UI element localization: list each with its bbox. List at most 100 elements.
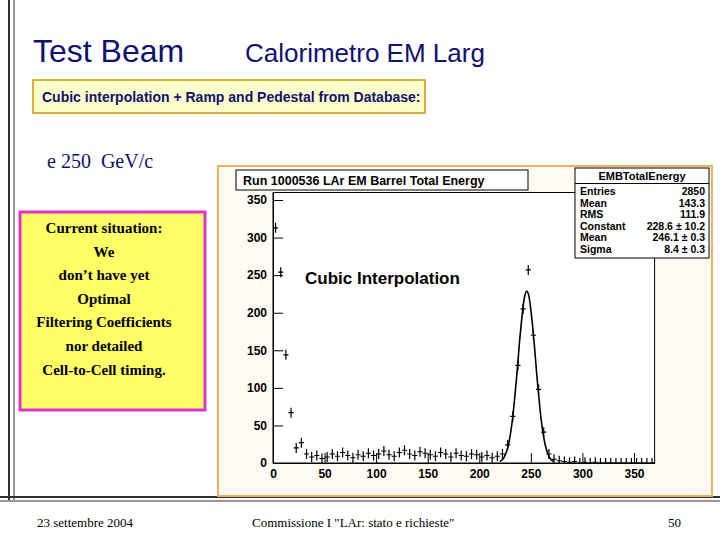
histogram-bin [356, 450, 361, 460]
x-tick-label: 350 [624, 467, 644, 481]
x-tick-mark [428, 453, 429, 463]
histogram-bin [464, 451, 469, 461]
note-line: Filtering Coefficients [36, 314, 172, 330]
y-tick-label: 50 [254, 419, 268, 433]
y-tick-label: 150 [247, 344, 267, 358]
x-tick-label: 200 [470, 467, 490, 481]
stats-box [575, 168, 709, 258]
plot-area [273, 223, 655, 463]
y-tick: 0 [260, 456, 283, 470]
histogram-bin [304, 449, 309, 459]
x-tick-label: 250 [521, 467, 541, 481]
stats-rule [575, 183, 709, 184]
histogram-bin [484, 450, 489, 460]
note-box [20, 212, 205, 410]
histogram-bin [551, 454, 556, 463]
x-tick: 350 [624, 453, 644, 481]
stats-value: 2850 [682, 185, 706, 197]
x-tick: 100 [367, 453, 387, 481]
histogram-bin [340, 447, 345, 457]
histogram-bin [453, 448, 458, 458]
slide-title: Test Beam [33, 33, 184, 69]
histogram-bin [469, 449, 474, 459]
note-line: don’t have yet [59, 267, 150, 283]
histogram-bin [567, 457, 572, 463]
stats-label: RMS [580, 208, 603, 220]
histogram-bin [283, 350, 288, 360]
histogram-bin [557, 456, 562, 463]
stats-value: 246.1 ± 0.3 [653, 231, 706, 243]
histogram-bin [407, 449, 412, 459]
stats-value: 8.4 ± 0.3 [664, 243, 705, 255]
stats-label: Mean [580, 197, 607, 209]
x-axis: 0 50 100 150 200 250 300 350 [270, 453, 655, 481]
stats-label: Sigma [580, 243, 612, 255]
footer-date: 23 settembre 2004 [37, 515, 134, 530]
stats-value: 111.9 [680, 208, 705, 220]
histogram-bin [577, 458, 582, 463]
y-tick-label: 0 [260, 456, 267, 470]
x-tick-mark [376, 453, 377, 463]
x-tick-label: 100 [367, 467, 387, 481]
y-tick: 200 [247, 306, 283, 320]
y-tick-label: 100 [247, 381, 267, 395]
y-tick-mark [273, 425, 283, 426]
beam-label: e 250 GeV/c [47, 150, 153, 172]
footer-page: 50 [668, 515, 681, 530]
plot-title-box [236, 170, 528, 190]
stats-value: 228.6 ± 10.2 [647, 220, 705, 232]
y-tick-mark [273, 388, 283, 389]
plot-frame [273, 193, 655, 464]
histogram-bin [639, 458, 644, 463]
note-line: nor detailed [66, 338, 143, 354]
histogram-bin [386, 450, 391, 460]
x-tick: 200 [470, 453, 490, 481]
histogram-bin [588, 458, 593, 463]
y-tick-mark [273, 238, 283, 239]
x-tick-label: 150 [418, 467, 438, 481]
x-tick-mark [479, 453, 480, 463]
histogram-bin [423, 448, 428, 458]
histogram-bin [397, 447, 402, 457]
slide-rule [8, 0, 10, 500]
stats-value: 143.3 [679, 197, 705, 209]
fit-curve [500, 291, 554, 461]
histogram-bin [366, 448, 371, 458]
y-tick: 300 [247, 231, 283, 245]
x-tick-mark [634, 453, 635, 463]
header-box [33, 80, 425, 113]
histogram-bin [526, 265, 531, 275]
histogram-bin [649, 458, 654, 463]
note-line: Current situation: [46, 220, 163, 236]
histogram-bin [309, 452, 314, 462]
histogram-bin [562, 456, 567, 463]
histogram-bin [629, 458, 634, 463]
histogram-bin [294, 443, 299, 453]
histogram-bin [345, 450, 350, 460]
y-tick-label: 200 [247, 306, 267, 320]
x-tick-label: 0 [270, 467, 277, 481]
histogram-bin [459, 450, 464, 460]
y-tick-mark [273, 350, 283, 351]
slide-rule [0, 501, 720, 502]
header-text: Cubic interpolation + Ramp and Pedestal … [42, 89, 420, 105]
histogram-bin [350, 453, 355, 463]
slide: Test BeamCalorimetro EM LargCubic interp… [0, 0, 720, 540]
histogram-bin [417, 447, 422, 457]
histogram-bin [619, 458, 624, 463]
histogram-bin [299, 438, 304, 448]
x-tick-label: 300 [573, 467, 593, 481]
note-line: We [94, 244, 115, 260]
x-tick-mark [531, 453, 532, 463]
chart-frame [218, 166, 712, 496]
x-tick-label: 50 [318, 467, 332, 481]
y-tick-mark [273, 313, 283, 314]
stats-label: Constant [580, 220, 626, 232]
y-tick: 350 [247, 193, 283, 207]
y-tick-label: 300 [247, 231, 267, 245]
annotation-box [300, 264, 474, 291]
histogram-bin [603, 458, 608, 463]
histogram-bin [438, 447, 443, 457]
y-tick: 50 [254, 419, 283, 433]
x-tick: 50 [318, 453, 332, 481]
